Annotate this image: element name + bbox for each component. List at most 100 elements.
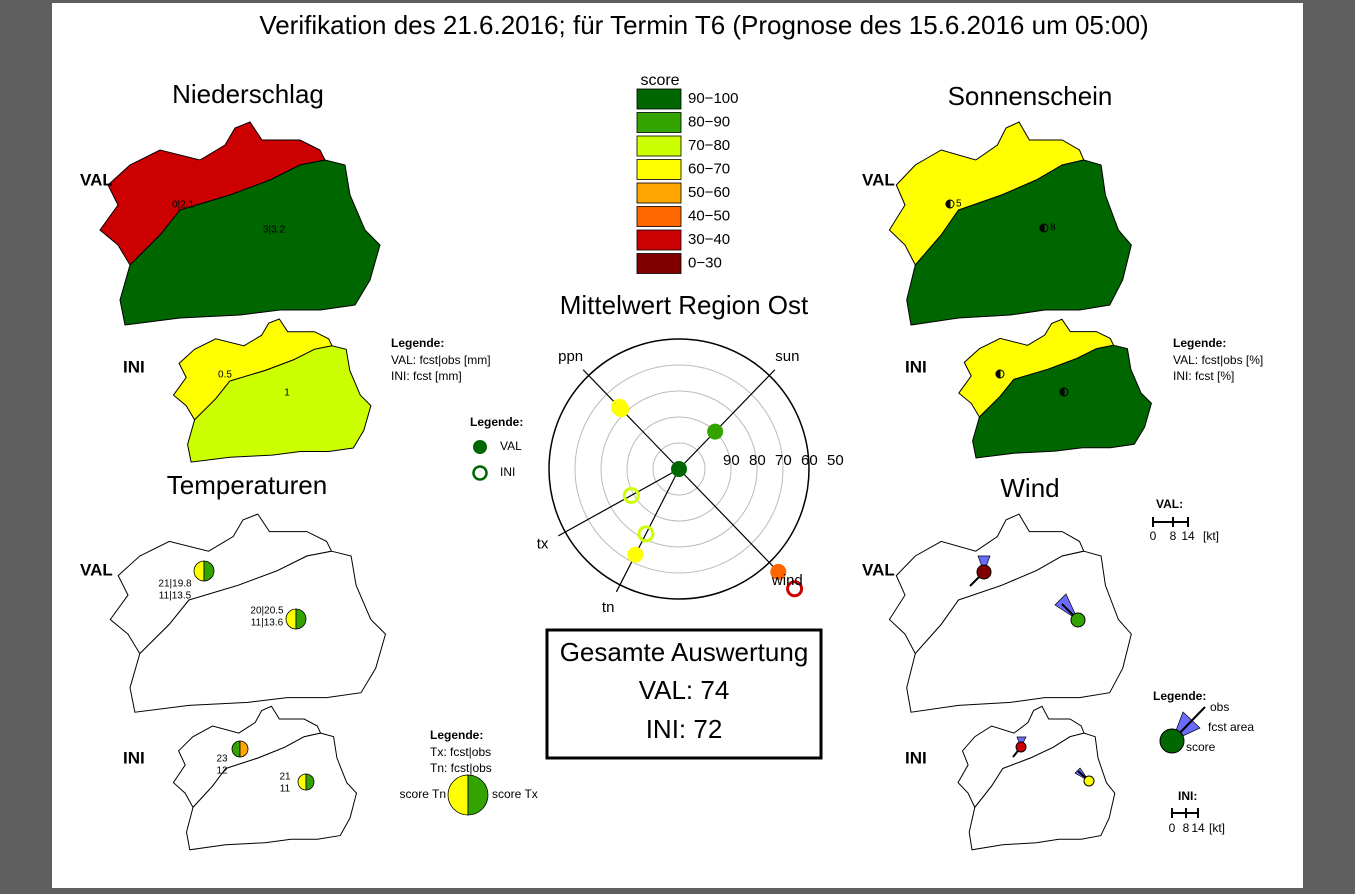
map-value-label: 11|13.5 <box>159 591 192 602</box>
summary-line: INI: 72 <box>646 714 723 744</box>
radar-axis <box>558 468 680 537</box>
legend-swatch <box>636 159 682 180</box>
legend-label: 70−80 <box>688 137 730 154</box>
summary-line: VAL: 74 <box>639 675 730 705</box>
map-region <box>185 732 358 851</box>
radar-point <box>671 461 687 477</box>
map-region <box>187 345 372 463</box>
map-row-label: INI <box>905 748 927 767</box>
scale-label: 8 <box>1170 529 1177 543</box>
grid-ring <box>574 364 784 574</box>
scale-label: [kt] <box>1209 821 1225 835</box>
legend-title: Legende: <box>470 415 523 429</box>
legend-label: Tx: fcst|obs <box>430 745 491 759</box>
scale-label: 14 <box>1181 529 1195 543</box>
grid-ring <box>600 390 758 548</box>
legend-label: VAL: fcst|obs [mm] <box>391 353 491 367</box>
score-dot <box>1083 775 1095 787</box>
pie-half <box>239 740 249 758</box>
grid-ring <box>548 338 810 600</box>
score-dot <box>1015 741 1027 753</box>
legend-label: INI: fcst [%] <box>1173 369 1234 383</box>
map-value-label: 1 <box>284 388 290 399</box>
pie-half <box>447 774 469 816</box>
pie-half <box>305 773 315 791</box>
scale-bar <box>1152 517 1199 818</box>
legend-label: VAL: fcst|obs [%] <box>1173 353 1263 367</box>
legend-label: Tn: fcst|obs <box>430 761 492 775</box>
legend-label: score <box>1186 740 1216 754</box>
map-region <box>972 344 1152 459</box>
pie-half <box>231 740 241 758</box>
map-value-label: 0.5 <box>218 370 232 381</box>
legend-label: VAL <box>500 439 522 453</box>
legend-score-dot <box>1159 728 1185 754</box>
legend-title: score <box>640 72 679 89</box>
map-value-label: 11 <box>280 784 291 795</box>
pie-half <box>203 560 215 582</box>
summary-box <box>545 628 823 760</box>
panel-title: Sonnenschein <box>948 81 1113 111</box>
map-value-label: 5 <box>956 199 962 210</box>
map-region <box>119 159 381 326</box>
figure-title: Verifikation des 21.6.2016; für Termin T… <box>259 10 1148 40</box>
map-region <box>129 550 387 713</box>
legend-marker <box>473 440 487 454</box>
map-value-label: 12 <box>216 766 228 777</box>
r-tick-label: 70 <box>775 452 792 469</box>
map-value-label: 21 <box>279 772 291 783</box>
pie-half <box>193 560 205 582</box>
grid-ring <box>626 416 732 522</box>
legend-title: Legende: <box>391 336 444 350</box>
map-region <box>906 550 1132 713</box>
map-value-label: 8 <box>1050 223 1056 234</box>
fcst-area <box>977 555 991 573</box>
category-label: wind <box>771 572 803 589</box>
map-region <box>968 732 1116 851</box>
legend-swatch <box>636 206 682 227</box>
map-region <box>906 159 1132 326</box>
category-label: sun <box>775 348 799 365</box>
legend-swatch <box>636 253 682 274</box>
legend-label: 90−100 <box>688 90 738 107</box>
panel-title: Niederschlag <box>172 79 324 109</box>
map-row-label: INI <box>905 357 927 376</box>
legend-swatch <box>636 135 682 157</box>
grid-ring <box>652 442 706 496</box>
map-row-label: VAL <box>80 170 113 189</box>
radar-axis <box>615 468 680 593</box>
legend-swatch <box>636 182 682 204</box>
legend-label: INI <box>500 465 515 479</box>
legend-label: 60−70 <box>688 160 730 177</box>
summary-title: Gesamte Auswertung <box>560 637 809 667</box>
radar-point <box>770 563 787 580</box>
score-dot <box>976 564 992 580</box>
legend-label: fcst area <box>1208 720 1254 734</box>
pie-half <box>285 608 297 630</box>
scale-title: INI: <box>1178 789 1197 803</box>
legend-label: 30−40 <box>688 231 730 248</box>
legend-title: Legende: <box>1153 689 1206 703</box>
map-value-label: 3|3.2 <box>263 225 285 236</box>
scale-label: 0 <box>1169 821 1176 835</box>
maps <box>99 121 1152 851</box>
legend-title: Legende: <box>430 728 483 742</box>
radar-axis <box>678 468 776 569</box>
radar-title: Mittelwert Region Ost <box>560 290 809 320</box>
category-label: tn <box>602 599 615 616</box>
panel-title: Temperaturen <box>167 470 327 500</box>
map-row-label: INI <box>123 748 145 767</box>
radar-point <box>622 486 640 504</box>
map-value-label: 0|2.1 <box>172 200 194 211</box>
legend-label: 50−60 <box>688 184 730 201</box>
scale-title: VAL: <box>1156 497 1183 511</box>
legend-label: 40−50 <box>688 207 730 224</box>
category-label: ppn <box>558 348 583 365</box>
radar-chart <box>548 338 810 600</box>
r-tick-label: 50 <box>827 452 844 469</box>
r-tick-label: 80 <box>749 452 766 469</box>
scale-label: 8 <box>1183 821 1190 835</box>
legend-label: 80−90 <box>688 113 730 130</box>
